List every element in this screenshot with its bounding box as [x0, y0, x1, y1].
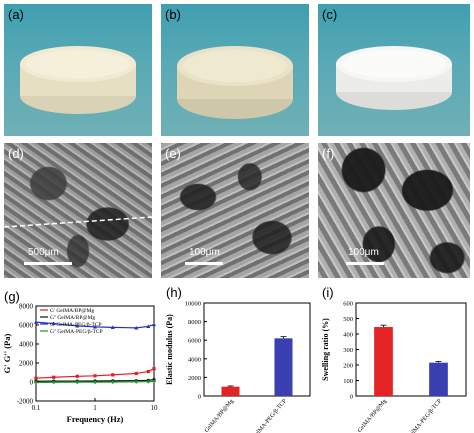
data-point: [110, 325, 115, 329]
data-point: [75, 380, 80, 385]
scale-text-f: 100μm: [348, 247, 379, 258]
data-point: [134, 379, 139, 384]
data-point: [146, 324, 151, 329]
y-tick-label: 0: [30, 379, 34, 387]
y-tick-label: 600: [343, 301, 353, 308]
data-point: [51, 380, 56, 385]
y-tick-label: 4000: [188, 356, 201, 363]
legend-entry: G'' GelMA-PEG/β-TCP: [50, 329, 103, 335]
x-tick-label: 1: [93, 404, 97, 412]
data-point: [34, 376, 38, 380]
data-point: [75, 323, 80, 328]
scale-bar-f: [346, 262, 384, 265]
elastic-modulus-chart: 0 2000 4000 6000 8000 10000 Elastic modulus (P…: [165, 301, 311, 433]
legend-entry: G'' GelMA/BP@Mg: [50, 315, 95, 321]
panel-label-i: (i): [322, 286, 334, 300]
y-tick-label: 6000: [188, 338, 201, 345]
bar: [221, 386, 240, 396]
swelling-ratio-chart: 0 100 200 300 400 500 600 Swelling ratio (%) Gel…: [321, 301, 467, 433]
legend-entry: G' GelMA/BP@Mg: [50, 308, 94, 314]
panel-label-d: (d): [8, 146, 24, 161]
x-tick-label: 10: [151, 404, 159, 412]
rheology-chart: -2000 0 2000 4000 6000 8000 0.1 1 10 Frequency (H…: [2, 303, 159, 425]
category-label: GelMA/BP@Mg: [357, 398, 388, 433]
chart-panel-g: (g) -2000 0 2000 4000 6000 8000 0.1 1 10 Frequenc…: [0, 286, 162, 433]
bar: [429, 362, 448, 396]
y-axis-label: G' G'' (Pa): [2, 334, 12, 374]
panel-label-b: (b): [165, 7, 181, 22]
panel-label-h: (h): [166, 286, 182, 300]
y-tick-label: 300: [343, 347, 353, 354]
chart-panel-i: (i) 0 100 200 300 400 500 600 Swelling ratio (%…: [318, 286, 474, 433]
series-line: [35, 379, 155, 382]
legend-entry: G' GelMA-PEG/β-TCP: [50, 322, 102, 328]
photo-panel-b: (b): [161, 4, 309, 136]
data-point: [152, 322, 156, 327]
data-point: [93, 380, 97, 385]
data-point: [111, 373, 115, 377]
data-point: [34, 380, 38, 385]
bar: [374, 327, 393, 396]
y-tick-label: 8000: [19, 303, 34, 311]
sem-panel-e: (e) 100μm: [161, 143, 309, 278]
scale-text-d: 500μm: [28, 247, 59, 258]
y-tick-label: 8000: [188, 319, 201, 326]
bar: [274, 338, 293, 396]
data-point: [134, 371, 138, 376]
y-axis-label: Swelling ratio (%): [321, 318, 330, 381]
data-point: [134, 325, 139, 330]
category-label: GelMA/BP@Mg: [204, 398, 235, 433]
data-point: [34, 320, 38, 324]
data-point: [146, 379, 151, 384]
y-tick-label: 0: [198, 394, 201, 401]
y-tick-label: 500: [343, 316, 353, 323]
scale-bar-d: [24, 262, 72, 265]
sem-panel-d: (d) 500μm: [4, 143, 152, 278]
y-tick-label: 4000: [19, 341, 34, 349]
y-tick-label: 10000: [185, 301, 201, 308]
data-point: [152, 367, 156, 371]
data-point: [93, 324, 97, 329]
hydrogel-disc-b: [177, 46, 293, 119]
series-line: [35, 321, 155, 329]
panel-label-g: (g): [4, 289, 20, 304]
interface-dashed-line: [4, 216, 152, 228]
scale-text-e: 100μm: [189, 247, 220, 258]
y-tick-label: 2000: [188, 375, 201, 382]
photo-panel-c: (c): [318, 4, 470, 136]
plot-frame: [355, 302, 467, 397]
panel-label-a: (a): [8, 7, 24, 22]
hydrogel-disc-a: [20, 46, 136, 114]
series-line: [35, 368, 155, 379]
sem-panel-f: (f) 100μm: [318, 143, 470, 278]
y-tick-label: 100: [343, 378, 353, 385]
plot-frame: [203, 302, 311, 397]
x-axis-label: Frequency (Hz): [67, 414, 124, 424]
data-point: [52, 375, 56, 379]
data-point: [146, 369, 150, 374]
y-tick-label: 6000: [19, 322, 34, 330]
scale-bar-e: [185, 262, 223, 265]
panel-label-e: (e): [165, 146, 181, 161]
category-label: GelMA-PEG/β-TCP: [407, 398, 444, 433]
y-tick-label: -2000: [17, 398, 34, 406]
category-label: GelMA-PEG/β-TCP: [252, 398, 289, 433]
y-tick-label: 200: [343, 363, 353, 370]
data-point: [51, 321, 56, 326]
data-point: [110, 380, 115, 384]
y-tick-label: 0: [350, 394, 353, 401]
panel-label-c: (c): [322, 7, 338, 22]
y-tick-label: 400: [343, 332, 353, 339]
hydrogel-disc-c: [336, 46, 452, 110]
photo-panel-a: (a): [4, 4, 152, 136]
data-point: [152, 379, 156, 384]
series-line: [35, 380, 155, 384]
y-tick-label: 2000: [19, 360, 34, 368]
data-point: [93, 374, 97, 378]
panel-label-f: (f): [322, 146, 335, 161]
x-tick-label: 0.1: [32, 404, 41, 412]
data-point: [75, 374, 79, 378]
y-axis-label: Elastic modulus (Pa): [165, 314, 174, 385]
chart-panel-h: (h) 0 2000 4000 6000 8000 10000 Elastic modulu…: [162, 286, 318, 433]
